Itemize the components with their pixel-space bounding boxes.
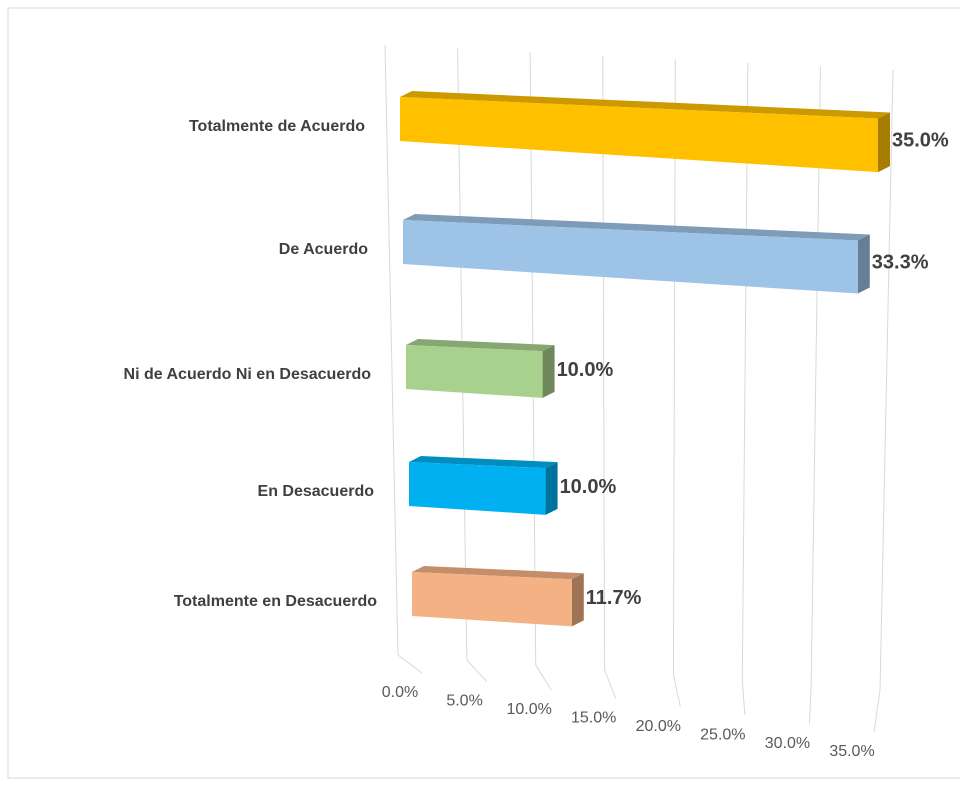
bar-side (857, 234, 870, 294)
bar-side (545, 462, 558, 515)
bar-top (406, 339, 555, 352)
x-tick-label: 20.0% (636, 718, 681, 735)
bar-top (403, 214, 870, 241)
x-tick-label: 10.0% (506, 701, 551, 718)
x-tick-label: 0.0% (382, 684, 418, 701)
category-label: Ni de Acuerdo Ni en Desacuerdo (124, 366, 372, 383)
category-label: Totalmente de Acuerdo (189, 118, 365, 135)
bar (400, 97, 878, 173)
bar-top (412, 566, 584, 580)
bar-top (409, 456, 558, 469)
bar-top (400, 91, 890, 119)
x-tick-label: 25.0% (700, 726, 745, 743)
floor-line (466, 659, 487, 682)
bar-side (878, 112, 890, 173)
category-label: En Desacuerdo (258, 483, 375, 500)
bar (409, 462, 546, 515)
x-tick-label: 30.0% (765, 735, 810, 752)
floor-line (808, 684, 812, 724)
x-tick-label: 15.0% (571, 710, 616, 727)
floor-line (535, 664, 552, 691)
floor-line (741, 679, 746, 716)
value-label: 10.0% (557, 359, 614, 381)
grid-line (741, 62, 749, 681)
value-label: 33.3% (872, 251, 929, 273)
floor-line (397, 654, 423, 674)
bar (403, 220, 858, 294)
bar (412, 572, 572, 627)
bar (406, 345, 543, 398)
x-tick-label: 35.0% (829, 743, 874, 760)
category-label: Totalmente en Desacuerdo (174, 593, 378, 610)
grid-line (810, 66, 821, 686)
category-label: De Acuerdo (279, 241, 368, 258)
value-label: 11.7% (586, 587, 642, 609)
floor-line (873, 689, 881, 733)
grid-line (384, 44, 399, 656)
grid-line (879, 69, 894, 691)
floor-line (604, 669, 617, 699)
value-label: 10.0% (560, 476, 617, 498)
grid-line (672, 59, 676, 676)
x-tick-label: 5.0% (446, 693, 482, 710)
bar-side (542, 345, 555, 398)
floor-line (672, 674, 681, 707)
value-label: 35.0% (892, 130, 949, 152)
bar-side (571, 573, 584, 627)
grid-line (602, 55, 606, 671)
